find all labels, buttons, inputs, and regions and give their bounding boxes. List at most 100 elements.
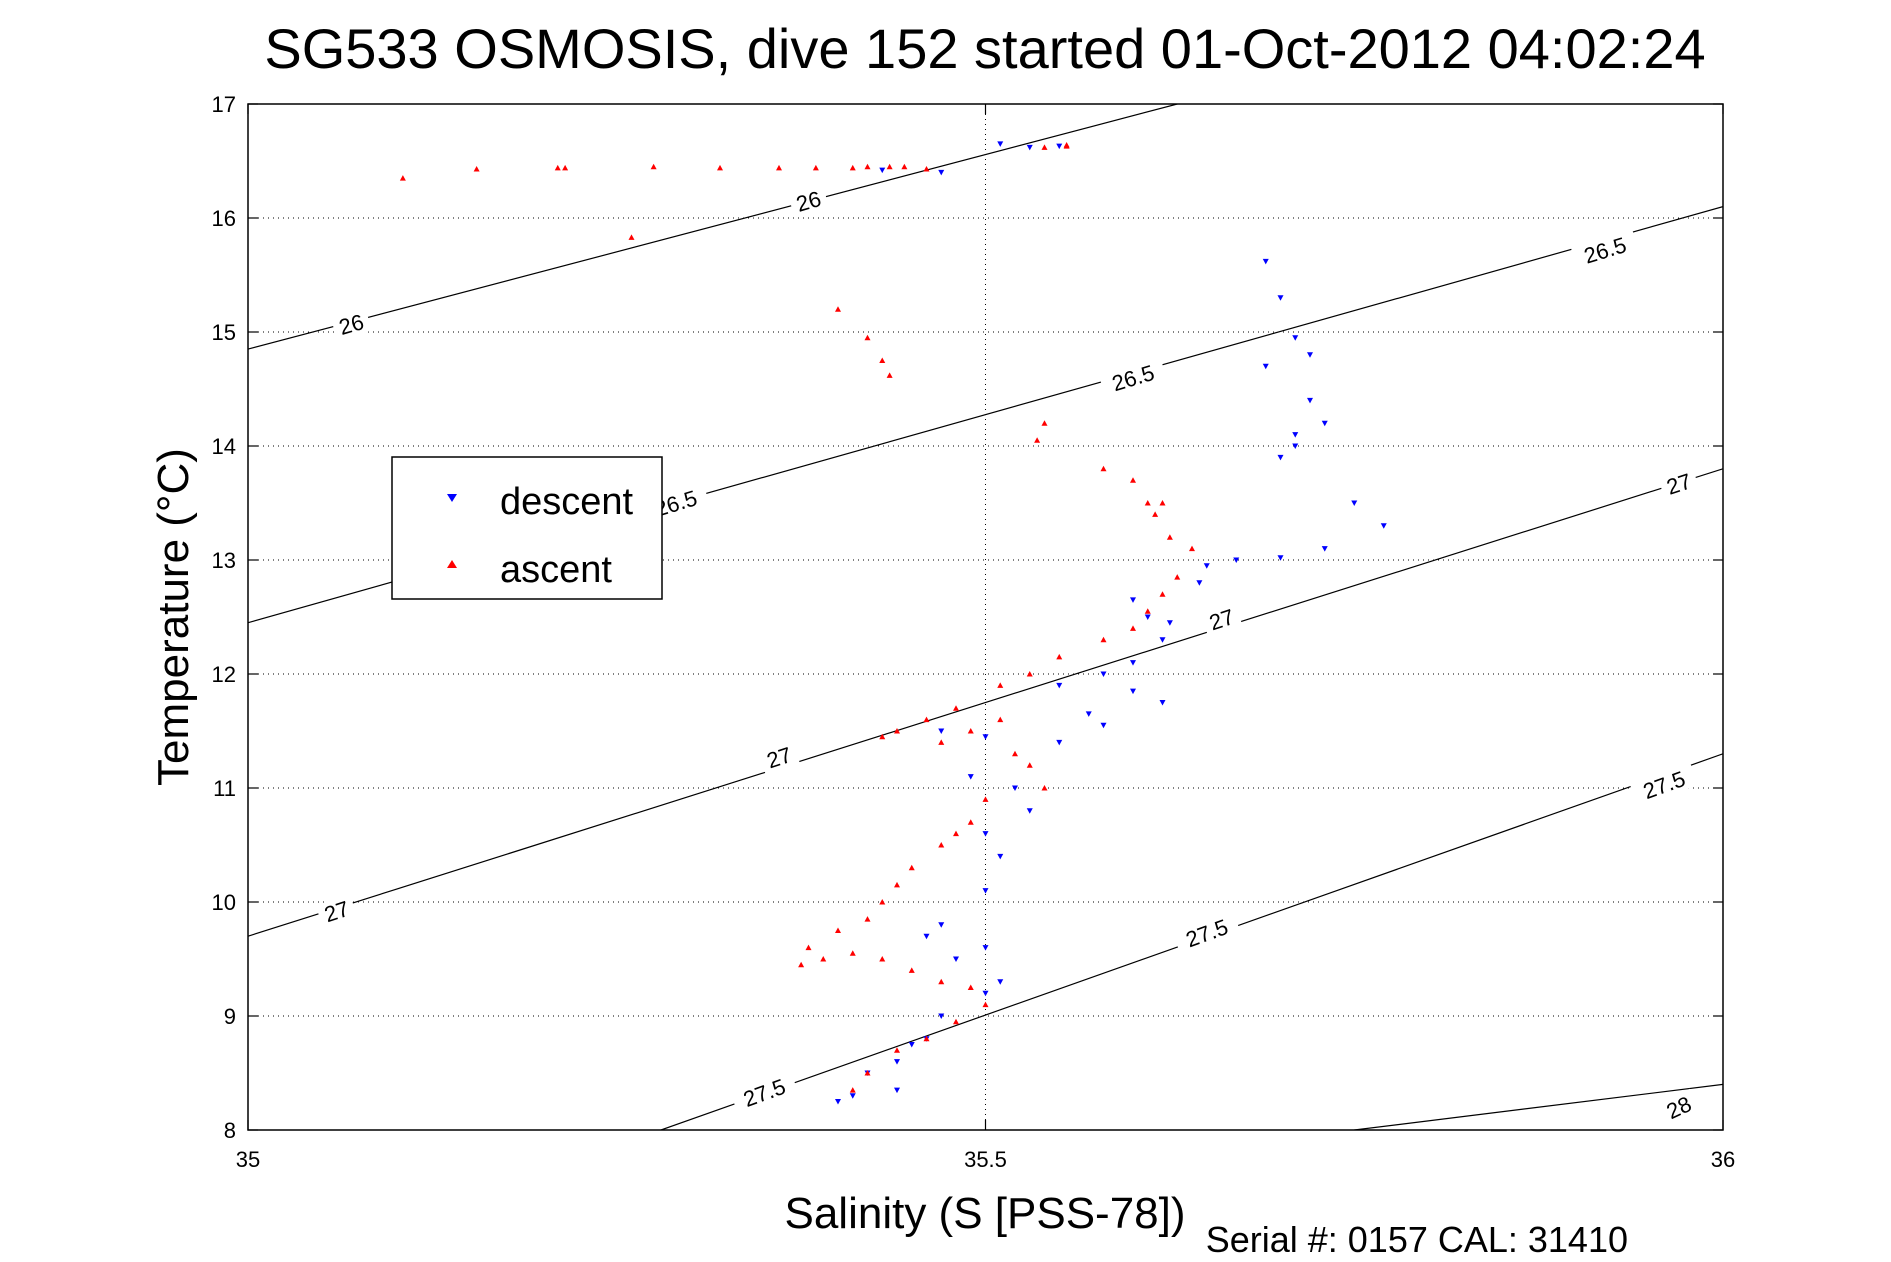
- ascent-point: [894, 728, 900, 734]
- ascent-point: [849, 1087, 856, 1093]
- descent-point: [982, 990, 989, 997]
- ascent-point: [717, 164, 723, 171]
- descent-point: [894, 1087, 900, 1094]
- ascent-point: [562, 164, 569, 171]
- contour-label-bg: [315, 894, 358, 929]
- descent-point: [1130, 688, 1136, 695]
- descent-point: [1026, 808, 1033, 814]
- ascent-point: [628, 234, 635, 240]
- ascent-point: [473, 165, 480, 172]
- ascent-point: [805, 944, 812, 951]
- ascent-point: [982, 1001, 989, 1008]
- descent-point: [1307, 397, 1313, 404]
- descent-point: [1233, 557, 1240, 563]
- ascent-point: [908, 967, 915, 973]
- descent-point: [1321, 420, 1328, 427]
- ascent-point: [879, 733, 886, 740]
- y-tick-label: 17: [212, 92, 236, 117]
- y-tick-label: 9: [224, 1004, 236, 1029]
- legend-box: [391, 456, 663, 600]
- descent-point: [982, 888, 989, 894]
- ascent-point: [399, 175, 406, 181]
- plot-background: [248, 104, 1723, 1130]
- legend-ascent-label: ascent: [500, 549, 612, 591]
- ascent-point: [953, 830, 959, 837]
- ascent-point: [1189, 545, 1195, 552]
- contour-label-bg: [330, 307, 372, 341]
- contour-label-bg: [1200, 602, 1243, 637]
- ascent-point: [835, 927, 841, 933]
- descent-point: [967, 774, 974, 780]
- ascent-point: [879, 357, 886, 363]
- descent-point: [997, 853, 1004, 860]
- descent-point: [1277, 454, 1284, 461]
- contour-line-28: [1354, 1083, 1723, 1130]
- ascent-point: [967, 728, 974, 734]
- descent-point: [1292, 432, 1299, 438]
- descent-point: [1159, 700, 1166, 706]
- y-tick-label: 10: [212, 890, 236, 915]
- ascent-point: [812, 164, 819, 171]
- contour-label-bg: [730, 1070, 799, 1115]
- ascent-point: [864, 1070, 871, 1076]
- ascent-point: [1026, 762, 1033, 768]
- ascent-point: [997, 716, 1004, 723]
- x-tick-label: 36: [1711, 1147, 1735, 1172]
- ascent-point: [923, 1035, 930, 1042]
- serial-cal-footer: Serial #: 0157 CAL: 31410: [1206, 1219, 1628, 1260]
- y-tick-label: 12: [212, 662, 236, 687]
- ascent-point: [864, 334, 871, 341]
- contour-line-27: [248, 468, 1723, 937]
- axis-ticks: 35 35.5 36 8 9 10 11 12 13 14 15 16 17: [212, 92, 1736, 1172]
- ascent-point: [1159, 591, 1166, 597]
- ascent-point: [938, 978, 945, 985]
- contour-label-bg: [1172, 910, 1241, 956]
- y-tick-label: 14: [212, 434, 236, 459]
- data-points: [399, 141, 1387, 1105]
- descent-point: [1026, 144, 1033, 151]
- ascent-point: [967, 819, 974, 825]
- ascent-point: [938, 739, 945, 745]
- descent-point: [1277, 555, 1284, 561]
- ascent-point: [1100, 636, 1107, 643]
- contour-label-bg: [758, 740, 800, 775]
- ascent-point: [953, 705, 959, 711]
- descent-point: [1203, 563, 1210, 569]
- ascent-point: [835, 306, 841, 312]
- descent-point: [938, 728, 945, 734]
- descent-point: [1351, 500, 1358, 506]
- descent-point: [953, 956, 959, 962]
- y-tick-label: 16: [212, 206, 236, 231]
- descent-point: [1262, 258, 1269, 265]
- ascent-point: [879, 899, 886, 905]
- ascent-point: [1063, 143, 1070, 149]
- descent-point: [1307, 352, 1313, 358]
- ascent-point: [554, 164, 561, 171]
- ascent-point: [849, 164, 856, 171]
- ascent-point: [886, 163, 893, 170]
- ascent-point: [1012, 750, 1018, 757]
- descent-point: [1056, 682, 1063, 689]
- descent-point: [1292, 335, 1299, 341]
- ascent-point: [1034, 437, 1041, 443]
- descent-point: [923, 933, 930, 940]
- legend-ascent-marker: [447, 560, 457, 568]
- descent-point: [1277, 295, 1284, 301]
- chart-title: SG533 OSMOSIS, dive 152 started 01-Oct-2…: [264, 17, 1705, 80]
- descent-point: [1056, 739, 1063, 746]
- ascent-point: [1144, 500, 1151, 506]
- descent-point: [908, 1042, 915, 1048]
- descent-point: [1321, 546, 1328, 552]
- ascent-point: [908, 864, 915, 871]
- ascent-point: [820, 956, 827, 962]
- descent-point: [1159, 637, 1166, 643]
- x-tick-label: 35: [236, 1147, 260, 1172]
- descent-point: [982, 945, 989, 951]
- legend: descent ascent: [391, 456, 663, 600]
- descent-point: [1166, 620, 1173, 626]
- descent-point: [1144, 614, 1151, 620]
- ascent-point: [798, 961, 805, 968]
- ascent-point: [982, 796, 989, 802]
- ascent-point: [864, 163, 871, 170]
